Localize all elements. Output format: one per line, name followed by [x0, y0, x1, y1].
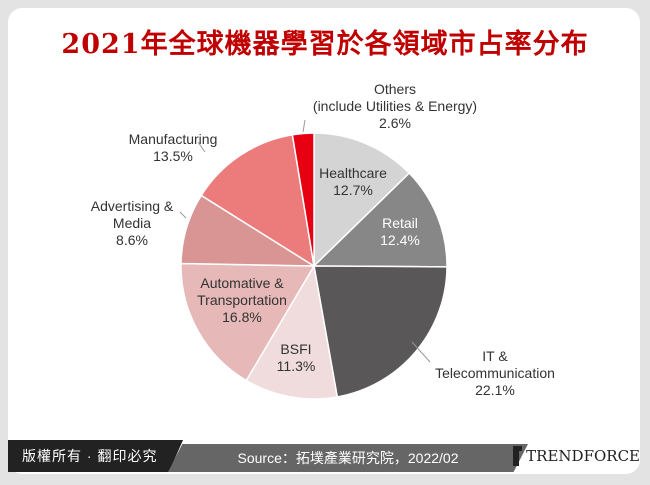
pie-slice-0 [313, 132, 411, 268]
pie-slice-2 [313, 265, 448, 398]
label-healthcare: Healthcare 12.7% [319, 165, 387, 198]
copyright-text: 版權所有 · 翻印必究 [8, 440, 183, 472]
label-advertising: Advertising & Media 8.6% [90, 198, 174, 248]
leader-line [302, 119, 306, 133]
brand-name: TRENDFORCE [526, 447, 640, 465]
leader-line [197, 141, 206, 153]
leader-line [411, 341, 431, 363]
pie-slice-6 [200, 133, 316, 268]
trendforce-logo: TRENDFORCE [513, 440, 640, 472]
trendforce-logo-icon [513, 446, 523, 466]
pie-slice-1 [312, 172, 448, 268]
pie-slice-3 [245, 263, 339, 400]
pie-slice-7 [291, 132, 315, 267]
label-automative: Automative & Transportation 16.8% [197, 275, 287, 325]
label-bsfi: BSFI 11.3% [276, 341, 316, 374]
pie-slice-4 [180, 262, 316, 382]
label-manufacturing: Manufacturing 13.5% [128, 131, 218, 164]
label-retail: Retail 12.4% [380, 215, 420, 248]
footer: 版權所有 · 翻印必究 Source：拓墣產業研究院，2022/02 TREND… [8, 440, 640, 472]
label-it: IT & Telecommunication 22.1% [435, 348, 555, 398]
source-text: Source：拓墣產業研究院，2022/02 [168, 444, 528, 472]
leader-line [179, 211, 187, 219]
label-others: Others (include Utilities & Energy) 2.6% [312, 81, 478, 131]
chart-title: 2021年全球機器學習於各領域市占率分布 [61, 29, 589, 60]
